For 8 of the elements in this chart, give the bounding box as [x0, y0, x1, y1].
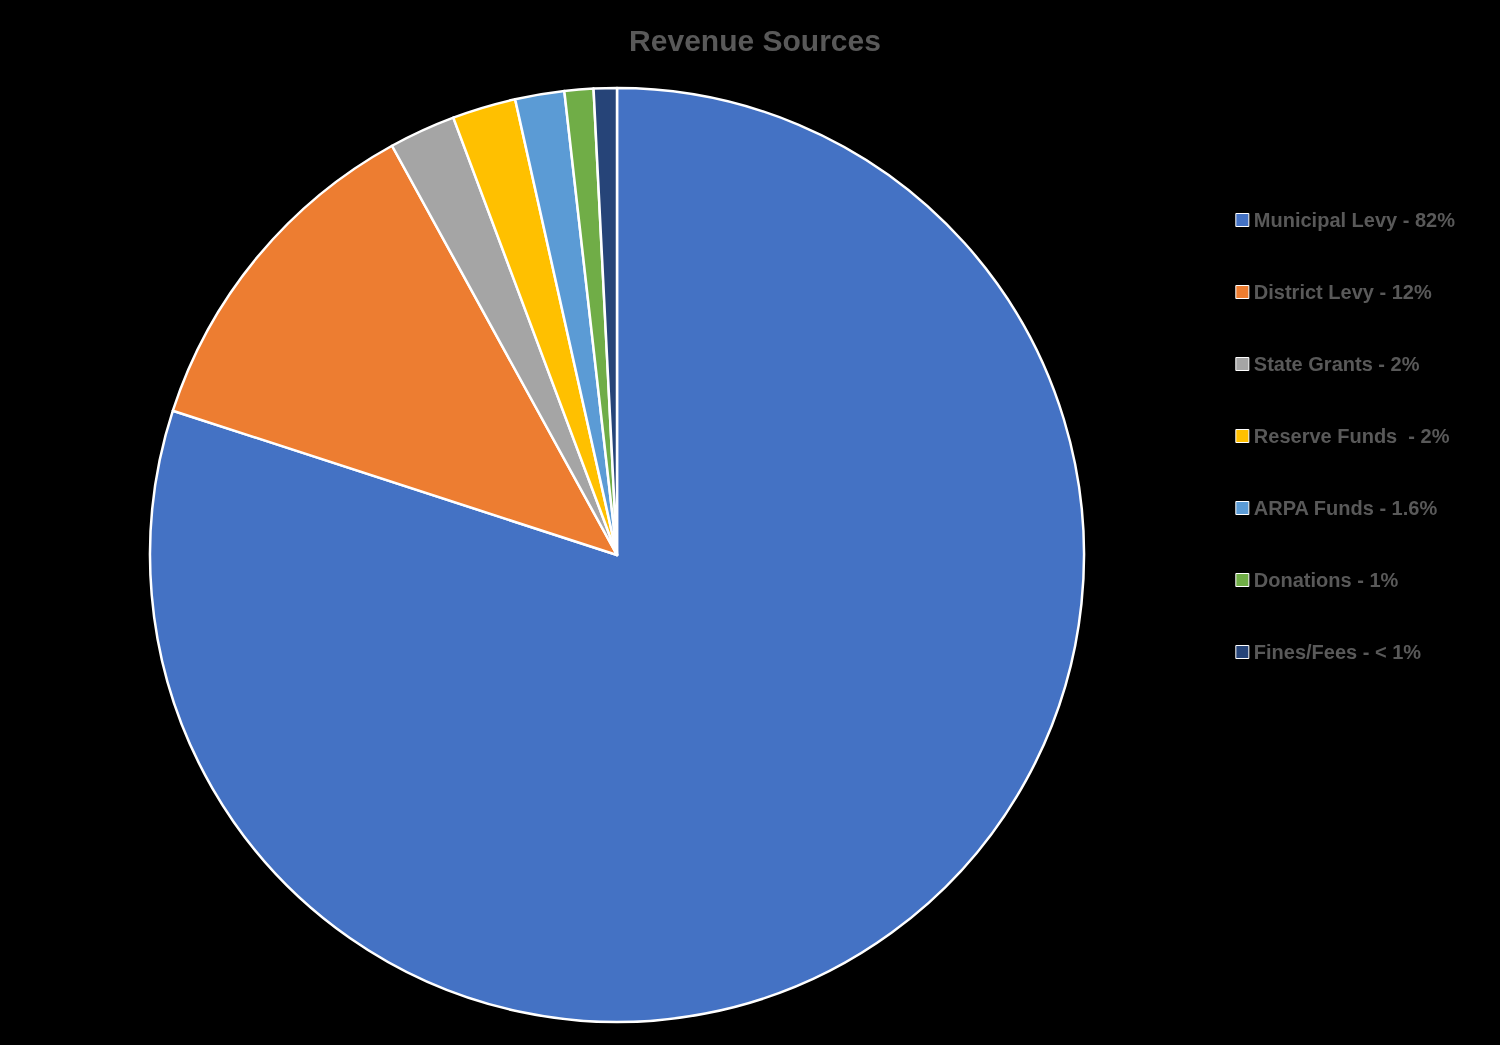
legend-label: Municipal Levy - 82% — [1253, 209, 1456, 231]
legend-label: ARPA Funds - 1.6% — [1253, 497, 1438, 519]
legend-label: Fines/Fees - < 1% — [1253, 641, 1422, 663]
chart-title: Revenue Sources — [629, 23, 881, 57]
legend-label: State Grants - 2% — [1253, 353, 1420, 375]
legend-label: Reserve Funds - 2% — [1253, 425, 1450, 447]
legend-label: Donations - 1% — [1253, 569, 1399, 591]
legend-label: District Levy - 12% — [1253, 281, 1432, 303]
